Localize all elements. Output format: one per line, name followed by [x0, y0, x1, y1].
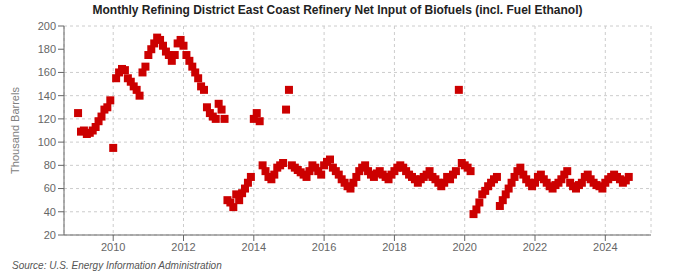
svg-text:2010: 2010	[101, 241, 125, 253]
svg-text:180: 180	[38, 43, 56, 55]
svg-text:2018: 2018	[382, 241, 406, 253]
html-text:Source: U.S. Energy Informatio: Source: U.S. Energy Information Administ…	[12, 260, 222, 271]
svg-text:140: 140	[38, 90, 56, 102]
svg-text:160: 160	[38, 66, 56, 78]
svg-text:200: 200	[38, 20, 56, 32]
svg-text:80: 80	[44, 159, 56, 171]
svg-text:2022: 2022	[523, 241, 547, 253]
svg-text:2014: 2014	[242, 241, 266, 253]
svg-text:120: 120	[38, 113, 56, 125]
svg-text:2016: 2016	[312, 241, 336, 253]
html-text:Monthly Refining District East: Monthly Refining District East Coast Ref…	[92, 3, 583, 17]
svg-text:20: 20	[44, 229, 56, 241]
svg-text:Thousand Barrels: Thousand Barrels	[9, 87, 21, 174]
svg-text:2024: 2024	[593, 241, 617, 253]
svg-text:2012: 2012	[171, 241, 195, 253]
svg-text:60: 60	[44, 182, 56, 194]
svg-text:40: 40	[44, 206, 56, 218]
svg-text:100: 100	[38, 136, 56, 148]
svg-text:2020: 2020	[452, 241, 476, 253]
